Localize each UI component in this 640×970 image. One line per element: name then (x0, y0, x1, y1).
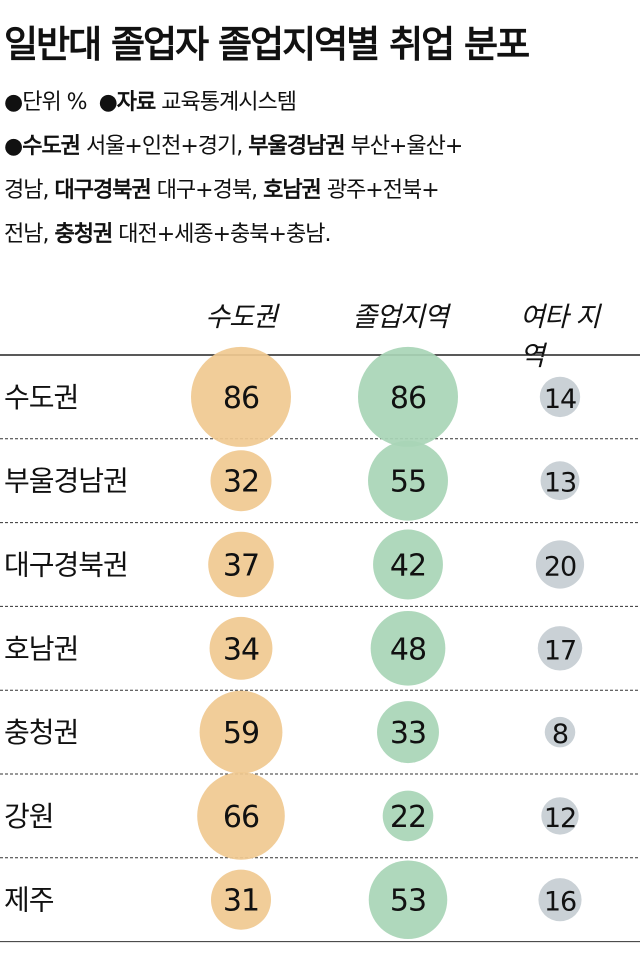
def-text: 부산+울산+ (350, 134, 463, 159)
value-label: 34 (223, 632, 259, 667)
value-label: 32 (223, 465, 259, 500)
def-text: 전남, (4, 222, 49, 247)
bubble (370, 610, 446, 686)
bubble (544, 716, 576, 748)
row-label: 수도권 (4, 381, 78, 414)
bubble (208, 531, 274, 598)
bullet-icon: ● (98, 90, 118, 115)
bubble (368, 860, 448, 939)
row-label: 부울경남권 (4, 465, 128, 498)
value-label: 33 (390, 716, 426, 751)
bubble (199, 690, 283, 774)
note-line-3: 경남, 대구경북권 대구+경북, 호남권 광주+전북+ (4, 172, 440, 204)
bullet-icon: ● (4, 134, 23, 159)
value-label: 16 (544, 887, 576, 918)
column-header: 여타 지역 (520, 302, 600, 372)
row-label: 대구경북권 (4, 549, 128, 582)
def-text: 광주+전북+ (326, 178, 440, 203)
value-label: 66 (223, 800, 259, 835)
value-label: 22 (390, 800, 426, 835)
bubble (377, 701, 439, 764)
bubble (535, 540, 585, 589)
def-label: 대구경북권 (54, 178, 151, 203)
bubble (358, 346, 458, 447)
def-text: 경남, (4, 178, 49, 203)
value-label: 86 (223, 381, 259, 416)
value-label: 48 (390, 632, 426, 667)
bubble (191, 346, 291, 447)
value-label: 42 (390, 549, 426, 584)
source-label: 자료 (116, 90, 156, 115)
bubble (373, 529, 443, 600)
bubble (539, 376, 581, 418)
value-label: 8 (552, 719, 568, 750)
bubble (210, 450, 272, 512)
def-label: 수도권 (22, 134, 81, 159)
value-label: 14 (544, 384, 576, 415)
value-label: 13 (544, 468, 576, 499)
column-header: 졸업지역 (352, 302, 448, 333)
bubble (210, 869, 272, 930)
value-label: 31 (223, 884, 259, 919)
value-label: 55 (390, 465, 426, 500)
bubble (209, 616, 273, 680)
bubble (382, 790, 434, 842)
unit-note: 단위 % (22, 90, 87, 115)
bullet-icon: ● (4, 90, 23, 115)
note-line-2: ●수도권 서울+인천+경기, 부울경남권 부산+울산+ (4, 128, 463, 160)
bubble (368, 440, 448, 521)
bubble (537, 626, 583, 671)
def-label: 호남권 (263, 178, 322, 203)
def-text: 서울+인천+경기, (85, 134, 243, 159)
bubble (541, 797, 579, 835)
note-line-1: ●단위 % ●자료 교육통계시스템 (4, 84, 297, 116)
value-label: 17 (544, 635, 576, 666)
row-label: 강원 (4, 800, 54, 833)
def-label: 충청권 (54, 222, 113, 247)
value-label: 37 (223, 549, 259, 584)
def-text: 대전+세종+충북+충남. (118, 222, 331, 247)
value-label: 12 (544, 803, 576, 834)
row-label: 제주 (4, 884, 54, 917)
value-label: 86 (390, 381, 426, 416)
column-header: 수도권 (205, 302, 278, 333)
bubble (540, 461, 580, 501)
row-label: 충청권 (4, 716, 78, 749)
def-label: 부울경남권 (248, 134, 345, 159)
value-label: 59 (223, 716, 259, 751)
row-label: 호남권 (4, 632, 78, 665)
def-text: 대구+경북, (156, 178, 258, 203)
note-line-4: 전남, 충청권 대전+세종+충북+충남. (4, 216, 331, 248)
source-text: 교육통계시스템 (161, 90, 297, 115)
chart-title: 일반대 졸업자 졸업지역별 취업 분포 (4, 23, 530, 66)
bubble (538, 878, 582, 922)
bubble (197, 772, 285, 860)
value-label: 53 (390, 884, 426, 919)
value-label: 20 (544, 552, 576, 583)
